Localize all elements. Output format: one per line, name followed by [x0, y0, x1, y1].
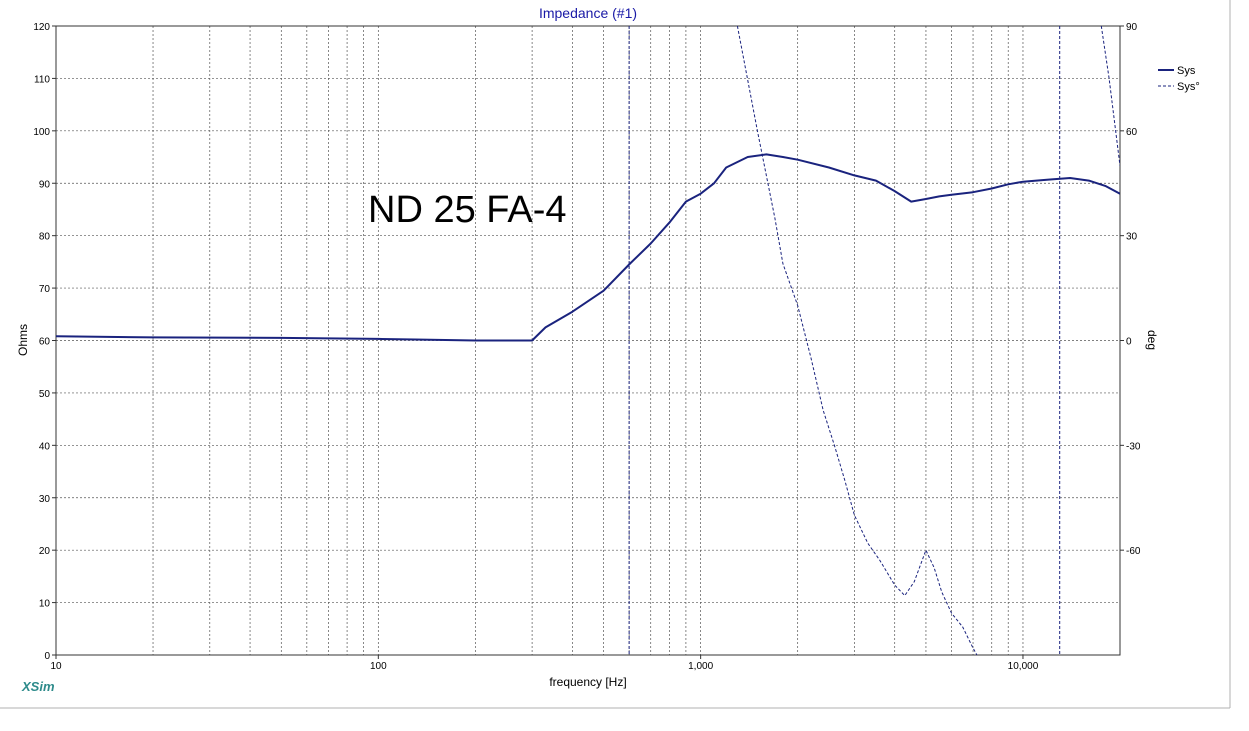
y-tick-label: 70 [39, 284, 51, 295]
legend: Sys Sys° [1158, 65, 1200, 93]
phase-series-line [736, 26, 978, 655]
legend-label: Sys° [1177, 81, 1200, 93]
xsim-logo: XSim [21, 679, 55, 694]
x-tick-label: 100 [370, 661, 387, 672]
y-tick-label: 10 [39, 599, 51, 610]
right-axis-ticks: -60 -30 0 30 60 90 [1120, 22, 1141, 557]
x-axis-ticks: 10 100 1,000 10,000 [50, 655, 1039, 672]
y2-tick-label: -60 [1126, 546, 1141, 557]
y-tick-label: 110 [34, 74, 50, 85]
y2-tick-label: 60 [1126, 127, 1138, 138]
y-tick-label: 120 [33, 22, 50, 33]
x-axis-label: frequency [Hz] [549, 675, 626, 689]
y2-tick-label: 0 [1126, 337, 1132, 348]
phase-series-line [1100, 26, 1120, 166]
y2-tick-label: 30 [1126, 232, 1138, 243]
y2-tick-label: -30 [1126, 441, 1141, 452]
y-tick-label: 60 [39, 337, 51, 348]
y-tick-label: 20 [39, 546, 51, 557]
y-tick-label: 40 [39, 441, 51, 452]
y-tick-label: 100 [33, 127, 50, 138]
y-tick-label: 30 [39, 494, 51, 505]
y-tick-label: 50 [39, 389, 51, 400]
y-axis-label: Ohms [16, 324, 30, 356]
left-axis-ticks: 0 10 20 30 40 50 60 70 80 90 100 110 120 [33, 22, 56, 662]
y-tick-label: 80 [39, 232, 51, 243]
x-tick-label: 10,000 [1008, 661, 1039, 672]
series-layer [56, 26, 1120, 655]
y2-axis-label: deg [1145, 330, 1159, 350]
grid-lines [56, 26, 1120, 655]
y2-tick-label: 90 [1126, 22, 1138, 33]
y-tick-label: 0 [44, 651, 50, 662]
x-tick-label: 10 [50, 661, 62, 672]
impedance-series-line [56, 153, 1120, 342]
x-tick-label: 1,000 [688, 661, 713, 672]
legend-label: Sys [1177, 65, 1196, 77]
chart-title: Impedance (#1) [539, 5, 637, 21]
y-tick-label: 90 [39, 179, 51, 190]
chart-annotation: ND 25 FA-4 [368, 189, 567, 231]
